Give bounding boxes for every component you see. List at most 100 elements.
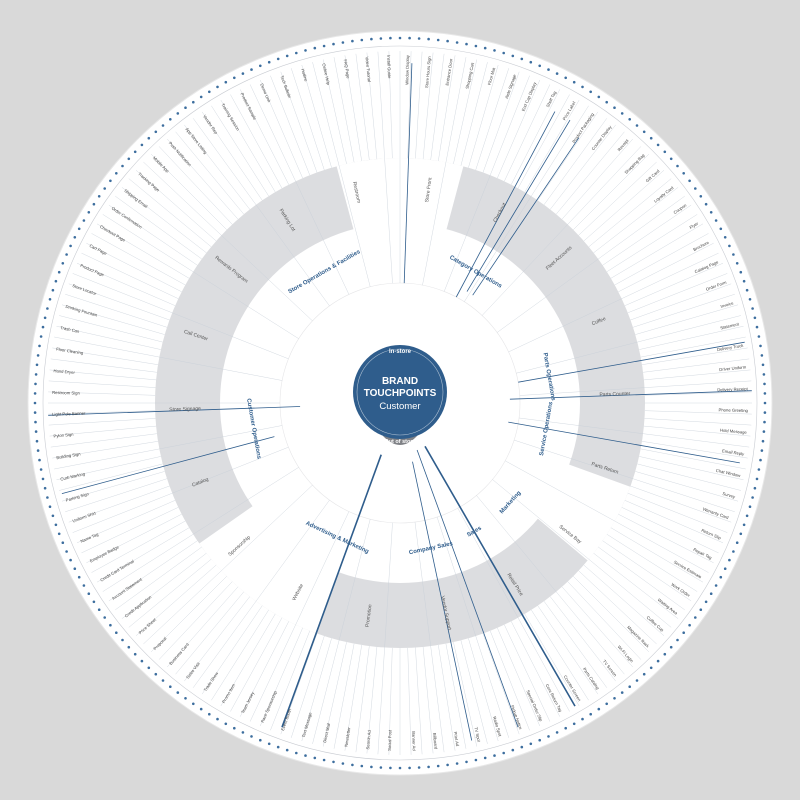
spoke-line (377, 51, 393, 284)
leaf-label: Install Guide (386, 55, 392, 79)
perimeter-dot (39, 468, 43, 471)
spoke-line (407, 51, 412, 159)
leaf-label: Restroom Sign (52, 390, 80, 396)
perimeter-dot (748, 298, 752, 301)
perimeter-dot (92, 600, 96, 604)
perimeter-dot (763, 401, 767, 405)
spoke-line (158, 146, 233, 225)
perimeter-dot (267, 742, 271, 746)
perimeter-dot (57, 532, 61, 536)
spoke-line (201, 111, 263, 201)
spoke-line (48, 410, 156, 415)
perimeter-dot (398, 36, 402, 40)
spoke-line (639, 326, 744, 350)
spoke-line (640, 448, 746, 470)
perimeter-dot (57, 270, 61, 274)
perimeter-dot (154, 672, 158, 676)
spoke-line (192, 499, 330, 688)
spoke-line (490, 630, 530, 731)
perimeter-dot (295, 751, 298, 755)
spoke-line (511, 89, 560, 185)
perimeter-dot (735, 262, 739, 265)
spoke-line (201, 605, 263, 695)
perimeter-dot (121, 164, 124, 168)
perimeter-dot (732, 550, 735, 553)
spoke-line (468, 64, 499, 168)
spoke-line (460, 640, 488, 744)
perimeter-dot (61, 541, 65, 544)
perimeter-dot (69, 558, 72, 562)
spoke-line (524, 99, 580, 193)
spoke-line (415, 647, 423, 755)
accent-spoke (48, 406, 301, 416)
spoke-line (50, 433, 157, 448)
center-hub: In-store BRAND TOUCHPOINTS Customer Out … (347, 342, 453, 448)
spoke-line (56, 456, 161, 480)
spoke-line (422, 646, 434, 754)
leaf-label: Curb Marking (60, 471, 86, 482)
spoke-line (260, 79, 303, 179)
spoke-line (115, 195, 202, 260)
perimeter-dot (605, 100, 608, 104)
perimeter-dot (694, 616, 697, 619)
perimeter-dot (572, 722, 576, 726)
spoke-line (260, 627, 303, 727)
perimeter-dot (61, 262, 65, 265)
spoke-line (56, 326, 161, 350)
perimeter-dot (757, 335, 761, 338)
spoke-line (96, 527, 190, 583)
spoke-line (453, 59, 477, 164)
perimeter-dot (455, 762, 459, 765)
spoke-line (641, 441, 748, 459)
perimeter-dot (682, 631, 685, 634)
perimeter-dot (742, 523, 746, 527)
perimeter-dot (620, 691, 624, 694)
perimeter-dot (704, 202, 708, 206)
leaf-label: Email Reply (722, 448, 746, 456)
perimeter-dot (304, 754, 307, 757)
accent-spoke (61, 436, 275, 494)
leaf-label: Driver Uniform (719, 364, 747, 372)
perimeter-dot (54, 523, 58, 527)
perimeter-dot (597, 707, 601, 711)
perimeter-dot (589, 712, 592, 716)
spoke-line (635, 471, 739, 502)
spoke-line (72, 273, 289, 359)
perimeter-dot (87, 211, 91, 214)
perimeter-dot (109, 179, 112, 183)
spoke-line (301, 64, 332, 168)
perimeter-dot (398, 766, 402, 770)
spoke-line (496, 195, 685, 333)
perimeter-dot (538, 64, 541, 68)
perimeter-dot (322, 44, 326, 48)
perimeter-dot (304, 49, 307, 52)
perimeter-dot (547, 735, 550, 738)
perimeter-dot (38, 458, 41, 462)
spoke-line (91, 520, 186, 573)
spoke-line (65, 294, 168, 328)
perimeter-dot (669, 157, 673, 161)
perimeter-dot (446, 39, 449, 43)
spoke-line (366, 646, 378, 754)
perimeter-dot (322, 758, 326, 762)
perimeter-dot (465, 42, 468, 46)
perimeter-dot (351, 763, 354, 767)
leaf-label: Floor Cleaning (56, 346, 84, 355)
perimeter-dot (597, 95, 601, 99)
perimeter-dot (97, 608, 101, 611)
spoke-line (598, 546, 685, 611)
spoke-line (504, 84, 551, 182)
perimeter-dot (48, 505, 52, 509)
spoke-line (543, 601, 608, 688)
perimeter-dot (417, 766, 421, 769)
perimeter-dot (581, 85, 584, 89)
spoke-line (430, 53, 445, 160)
perimeter-dot (763, 392, 767, 395)
perimeter-dot (39, 335, 43, 338)
perimeter-dot (313, 756, 317, 760)
perimeter-dot (41, 325, 45, 329)
spoke-line (175, 131, 244, 215)
spoke-line (524, 613, 580, 707)
leaf-label: Trash Can (60, 325, 81, 334)
spoke-line (184, 124, 250, 210)
